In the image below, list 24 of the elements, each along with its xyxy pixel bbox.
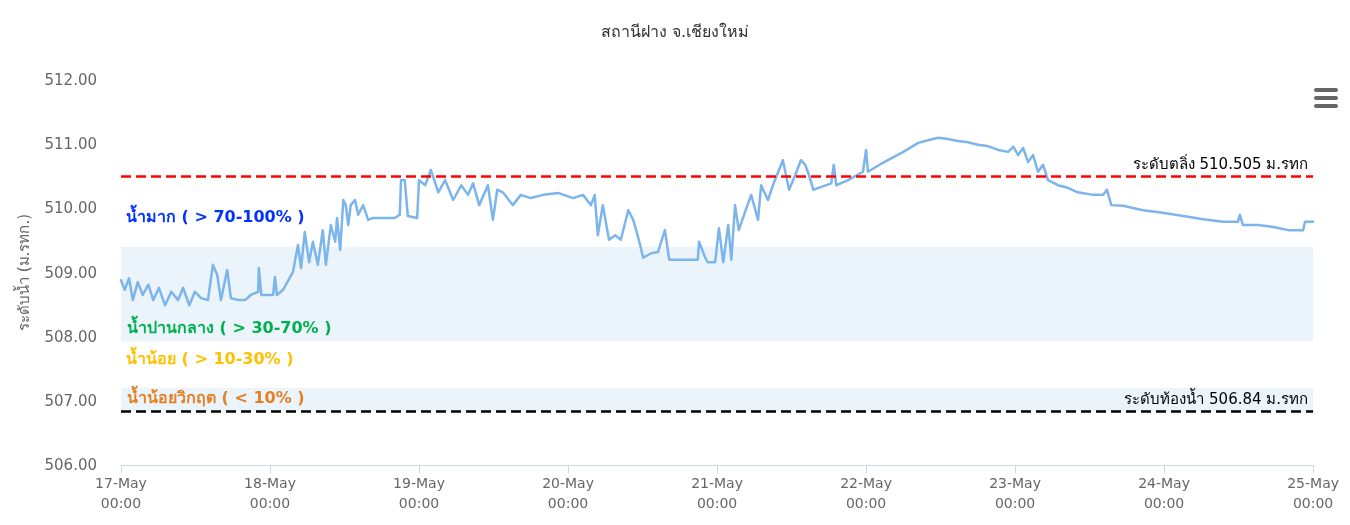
x-tick-label: 21-May 00:00 [691,475,743,511]
chart-title: สถานีฝาง จ.เชียงใหม่ [600,21,750,41]
x-tick-label: 20-May 00:00 [542,475,594,511]
x-tick-label: 24-May 00:00 [1138,475,1190,511]
ref-line-label: ระดับท้องน้ำ 506.84 ม.รทก [1124,387,1309,408]
y-tick-label: 507.00 [44,391,97,410]
x-tick-label: 23-May 00:00 [989,475,1041,511]
annotation: น้ำน้อย ( > 10-30% ) [126,345,294,368]
x-tick-label: 19-May 00:00 [393,475,445,511]
x-tick-label: 17-May 00:00 [95,475,147,511]
y-tick-label: 509.00 [44,263,97,282]
y-tick-label: 512.00 [44,71,97,89]
band-label: น้ำปานกลาง ( > 30-70% ) [127,314,332,337]
x-tick-label: 18-May 00:00 [244,475,296,511]
y-tick-label: 511.00 [44,135,97,154]
annotation: น้ำมาก ( > 70-100% ) [126,204,305,227]
band-label: น้ำน้อยวิกฤต ( < 10% ) [127,384,305,407]
y-tick-label: 506.00 [44,456,97,474]
y-tick-label: 510.00 [44,199,97,218]
ref-line-label: ระดับตลิ่ง 510.505 ม.รทก [1132,152,1309,173]
x-tick-label: 25-May 00:00 [1287,475,1339,511]
y-axis-title: ระดับน้ำ (ม.รทก.) [12,213,33,332]
y-tick-label: 508.00 [44,327,97,346]
x-tick-label: 22-May 00:00 [840,475,892,511]
